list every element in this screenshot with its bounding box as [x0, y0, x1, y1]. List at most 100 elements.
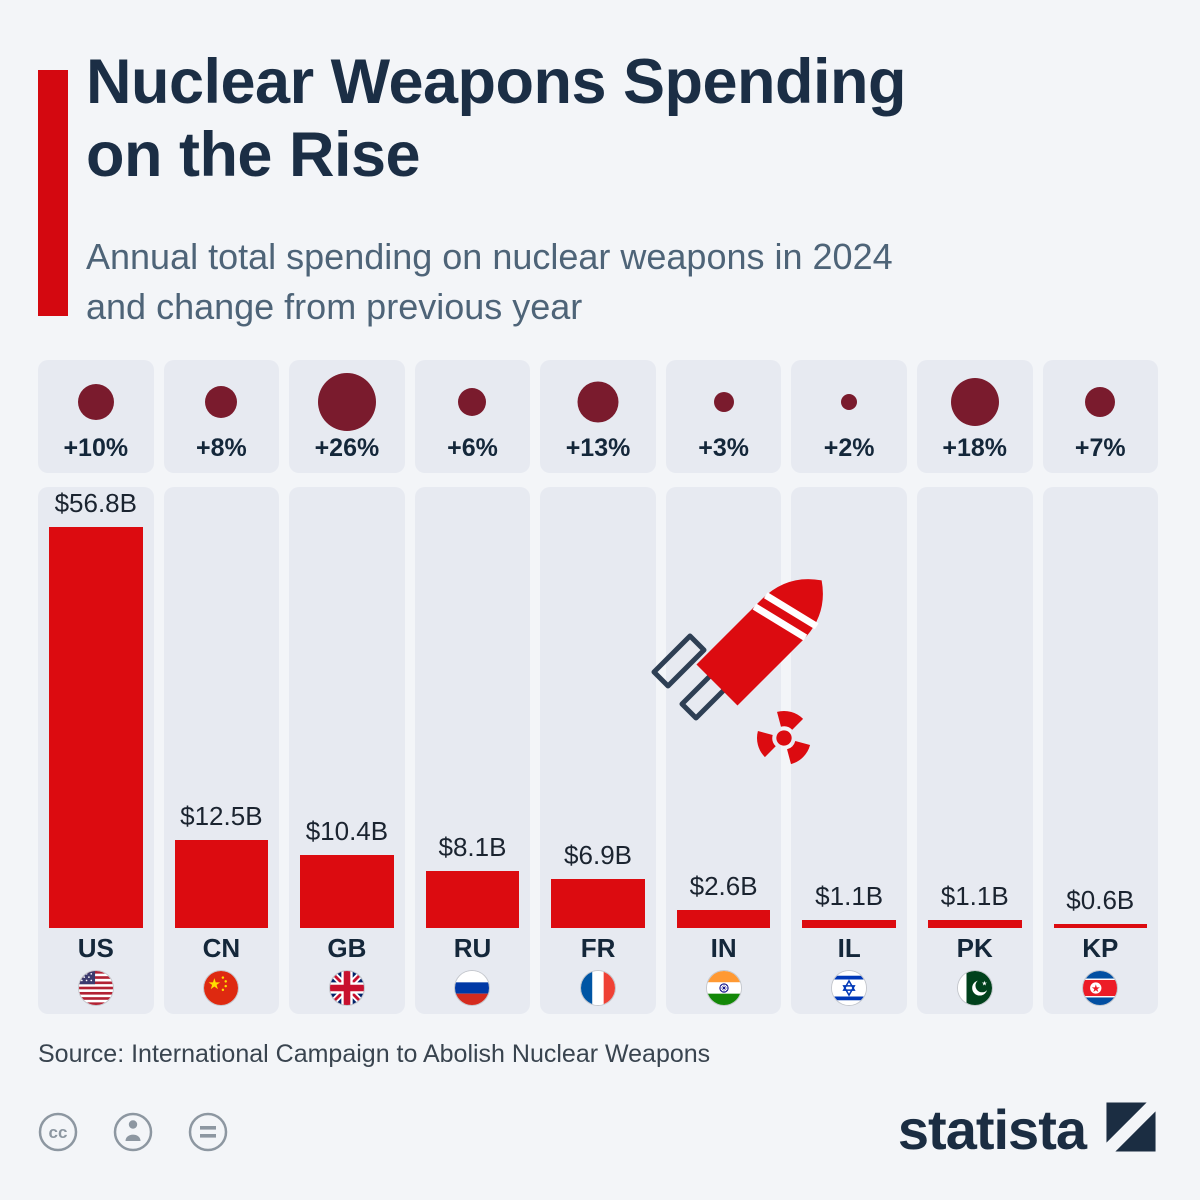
- spending-bar: [425, 871, 520, 928]
- spending-bar: [49, 527, 143, 928]
- country-code: CN: [202, 933, 241, 963]
- bar-value-label: $1.1B: [815, 881, 884, 911]
- bar-panel: $8.1B RU: [414, 487, 531, 1014]
- flag-ru-icon: [455, 971, 490, 1005]
- license-icons: cc: [38, 1110, 268, 1159]
- flag-cn-icon: ★: [204, 971, 239, 1005]
- change-label: +3%: [698, 434, 749, 462]
- svg-text:★: ★: [1091, 984, 1100, 995]
- change-bubble: [317, 373, 376, 431]
- change-label: +10%: [63, 434, 129, 462]
- subtitle-line-2: and change from previous year: [86, 285, 583, 327]
- spending-bar: [927, 920, 1022, 928]
- country-column-il: +2% $1.1B IL: [791, 360, 907, 1014]
- change-label: +2%: [823, 434, 875, 462]
- flag-kp-icon: ★: [1083, 971, 1118, 1005]
- change-bubble: [458, 388, 487, 416]
- title-line-2: on the Rise: [86, 120, 421, 191]
- change-panel: +2%: [791, 360, 907, 473]
- change-bubble: [841, 394, 858, 410]
- spending-bar: [300, 855, 394, 928]
- flag-il-icon: [832, 971, 867, 1005]
- statista-logo: statista: [897, 1097, 1160, 1161]
- change-bubble: [950, 378, 999, 426]
- bar-value-label: $8.1B: [438, 832, 507, 862]
- flag-in-icon: [706, 971, 741, 1005]
- change-bubble: [77, 384, 114, 420]
- change-panel: +7%: [1042, 360, 1159, 473]
- spending-bar: [551, 879, 645, 928]
- country-column-ru: +6% $8.1B RU: [414, 360, 531, 1014]
- country-code: FR: [580, 933, 616, 963]
- bar-value-label: $56.8B: [54, 488, 137, 518]
- statista-logo-mark-icon: [1106, 1102, 1156, 1152]
- country-code: IN: [710, 933, 737, 963]
- statista-wordmark: statista: [897, 1097, 1087, 1161]
- change-bubble: [577, 381, 619, 423]
- bar-panel: $0.6B KP ★: [1042, 487, 1159, 1014]
- bar-panel: $56.8B US: [38, 487, 154, 1014]
- change-label: +18%: [942, 434, 1008, 462]
- country-column-us: +10% $56.8B US: [38, 360, 154, 1014]
- bar-panel: $6.9B FR: [540, 487, 656, 1014]
- bar-value-label: $12.5B: [180, 801, 263, 831]
- spending-bar: [1053, 924, 1148, 928]
- missile-body-icon: [696, 579, 823, 706]
- change-panel: +13%: [540, 360, 656, 473]
- spending-bar: [802, 920, 896, 928]
- svg-text:cc: cc: [49, 1123, 68, 1142]
- bar-panel: $12.5B CN ★: [163, 487, 280, 1014]
- bar-panel: $1.1B PK ★: [916, 487, 1033, 1014]
- change-label: +6%: [447, 434, 498, 462]
- change-panel: +6%: [414, 360, 531, 473]
- page-title: Nuclear Weapons Spending on the Rise: [86, 46, 906, 192]
- missile-illustration: [651, 579, 823, 765]
- title-line-1: Nuclear Weapons Spending: [86, 47, 906, 117]
- change-panel: +18%: [916, 360, 1033, 473]
- change-label: +13%: [565, 434, 631, 462]
- country-column-gb: +26% $10.4B GB: [289, 360, 405, 1014]
- source-note: Source: International Campaign to Abolis…: [38, 1040, 711, 1068]
- change-label: +7%: [1074, 434, 1126, 462]
- country-code: RU: [453, 933, 492, 963]
- bar-chart: +10% $56.8B US +8% $12.5B CN ★ +26% $10.4B GB +6% $…: [38, 360, 1159, 1014]
- subtitle-line-1: Annual total spending on nuclear weapons…: [86, 236, 893, 277]
- change-bubble: [205, 386, 238, 418]
- bar-value-label: $6.9B: [564, 840, 632, 870]
- bar-value-label: $1.1B: [940, 881, 1009, 911]
- equals-license-icon: [188, 1112, 228, 1152]
- spending-bar: [676, 910, 771, 928]
- attribution-icon: [113, 1112, 153, 1152]
- country-code: KP: [1082, 933, 1119, 963]
- change-panel: +3%: [665, 360, 782, 473]
- flag-gb-icon: [329, 971, 364, 1005]
- change-label: +8%: [195, 434, 247, 462]
- country-code: US: [77, 933, 114, 963]
- bar-value-label: $10.4B: [305, 816, 389, 846]
- bar-panel: $10.4B GB: [289, 487, 405, 1014]
- change-panel: +8%: [163, 360, 280, 473]
- country-column-kp: +7% $0.6B KP ★: [1042, 360, 1159, 1014]
- country-code: GB: [327, 933, 367, 963]
- flag-pk-icon: ★: [957, 971, 992, 1005]
- change-panel: +10%: [38, 360, 154, 473]
- country-code: PK: [956, 933, 993, 963]
- change-bubble: [1085, 387, 1116, 417]
- country-column-cn: +8% $12.5B CN ★: [163, 360, 280, 1014]
- svg-text:★: ★: [981, 980, 987, 988]
- change-panel: +26%: [289, 360, 405, 473]
- radiation-symbol-icon: [757, 711, 811, 765]
- flag-us-icon: [78, 971, 113, 1005]
- cc-license-icon: cc: [38, 1112, 78, 1152]
- country-code: IL: [837, 933, 861, 963]
- country-column-fr: +13% $6.9B FR: [540, 360, 656, 1014]
- page-subtitle: Annual total spending on nuclear weapons…: [86, 232, 893, 331]
- country-column-pk: +18% $1.1B PK ★: [916, 360, 1033, 1014]
- bar-panel: $1.1B IL: [791, 487, 907, 1014]
- bar-value-label: $2.6B: [689, 871, 758, 901]
- title-accent-bar: [38, 70, 68, 316]
- flag-fr-icon: [581, 971, 616, 1005]
- change-bubble: [713, 392, 734, 412]
- change-label: +26%: [314, 434, 380, 462]
